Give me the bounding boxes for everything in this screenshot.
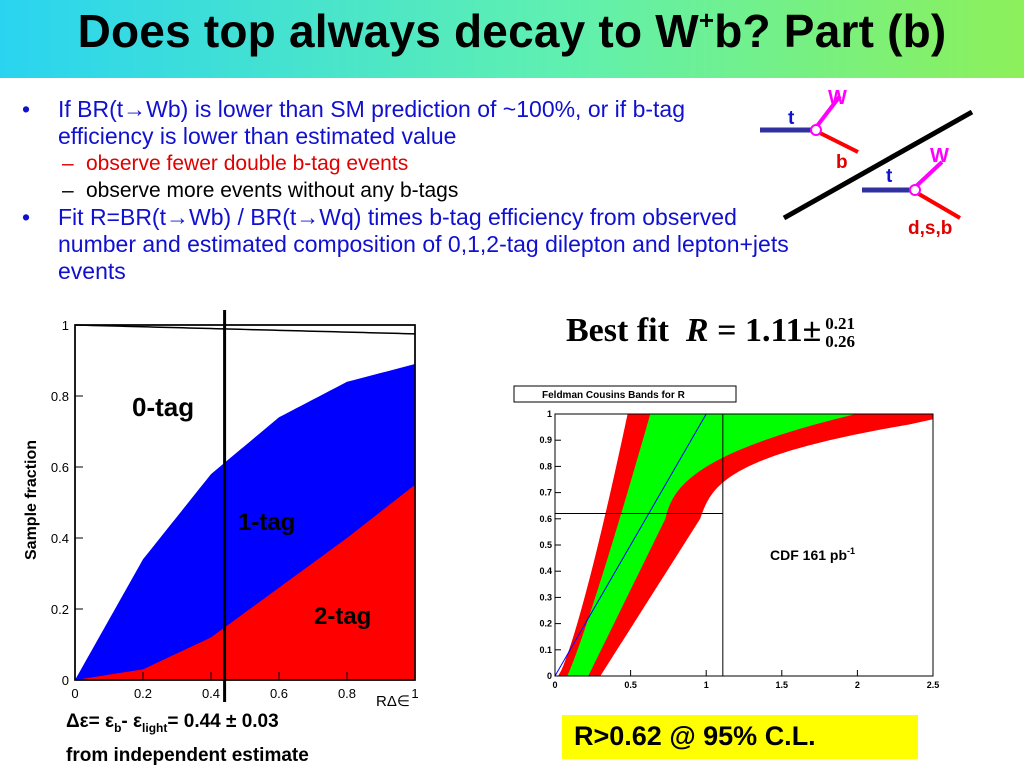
left-y-tick-label: 1 [62,318,69,333]
left-x-tick-label: 0.4 [202,686,220,701]
sub-bullet-item: – observe more events without any b-tags [62,179,459,202]
light-quark-line [910,188,962,220]
left-x-tick-label: 0 [71,686,78,701]
left-y-tick-label: 0.2 [51,602,69,617]
line-0tag-top [74,324,416,335]
w-label-1: W [828,87,847,109]
feldman-cousins-chart: Feldman Cousins Bands for R 0 0.5 1 1.5 2 2.5… [513,385,939,690]
best-fit-result: Best fit R = 1.11± 0.21 0.26 [566,312,856,352]
bullet-dot: • [22,96,31,122]
left-x-tick-label: 0.2 [134,686,152,701]
title-bar [0,0,1024,78]
b-quark-line [813,128,859,154]
right-x-tick-label: 0.5 [624,680,637,690]
right-y-tick-label: 0 [547,671,552,681]
right-y-tick-label: 0.4 [539,566,552,576]
top-label-1: t [788,108,795,129]
right-x-tick-label: 1.5 [776,680,789,690]
right-y-tick-label: 0.5 [539,540,552,550]
cdf-label: CDF 161 pb-1 [770,546,855,563]
decay-diagram: t W b t W d,s,b [760,87,974,239]
sample-fraction-chart: 0 0.2 0.4 0.6 0.8 1 0 0.2 0.4 0.6 0.8 1 0-tag 1-tag… [23,310,419,710]
diagram-divider-line [782,109,974,221]
light-quark-label: d,s,b [908,218,952,239]
diagonal-line [554,413,707,677]
right-x-tick-label: 1 [704,680,709,690]
label-0tag: 0-tag [132,392,194,422]
bullet-dot: • [22,204,31,230]
left-y-tick-label: 0.4 [51,531,69,546]
top-label-2: t [886,166,893,187]
label-1tag: 1-tag [238,509,295,536]
right-y-tick-label: 0.1 [539,645,552,655]
right-y-tick-label: 0.9 [539,435,552,445]
sub-bullet-item: – observe fewer double b-tag events [62,152,409,175]
left-x-tick-label: 0.8 [338,686,356,701]
slide-title: Does top always decay to W+b? Part (b) [77,5,947,57]
right-axis-ticks: 0 0.5 1 1.5 2 2.5 0 0.1 0.2 0.3 0.4 0.5 0.6 0.7 0.8 0.9… [539,409,939,690]
right-y-tick-label: 0.3 [539,592,552,602]
right-x-tick-label: 2.5 [927,680,940,690]
right-x-tick-label: 2 [855,680,860,690]
band-68-inner [567,414,856,676]
bullet-item: • Fit R=BR(t→Wb) / BR(t→Wq) times b-tag … [22,204,789,284]
left-plot-border [74,324,416,681]
b-label: b [836,152,848,173]
vertex-2 [909,184,921,196]
w-boson-line-1 [812,94,842,132]
right-y-tick-label: 0.8 [539,461,552,471]
left-y-tick-label: 0.6 [51,460,69,475]
left-y-tick-label: 0.8 [51,389,69,404]
right-y-tick-label: 1 [547,409,552,419]
left-x-axis-label: RΔ∈ [376,693,410,710]
label-2tag: 2-tag [314,603,371,630]
confidence-limit-result: R>0.62 @ 95% C.L. [562,715,918,759]
band-2tag [75,484,415,680]
left-y-axis-label: Sample fraction [23,440,40,560]
bullet-item: • If BR(t→Wb) is lower than SM predictio… [22,96,685,149]
fc-title-box [513,385,737,403]
right-y-tick-label: 0.6 [539,514,552,524]
left-axis-ticks: 0 0.2 0.4 0.6 0.8 1 0 0.2 0.4 0.6 0.8 1 [51,318,419,701]
w-label-2: W [930,145,949,167]
vertex-1 [810,124,822,136]
efficiency-caption: Δε= εb- εlight= 0.44 ± 0.03 from indepen… [66,711,309,766]
right-y-tick-label: 0.2 [539,619,552,629]
right-x-tick-label: 0 [552,680,557,690]
left-x-tick-label: 1 [411,686,418,701]
fc-title: Feldman Cousins Bands for R [542,390,686,401]
left-x-tick-label: 0.6 [270,686,288,701]
left-y-tick-label: 0 [62,673,69,688]
right-y-tick-label: 0.7 [539,488,552,498]
bullet-list: • If BR(t→Wb) is lower than SM predictio… [22,96,792,285]
